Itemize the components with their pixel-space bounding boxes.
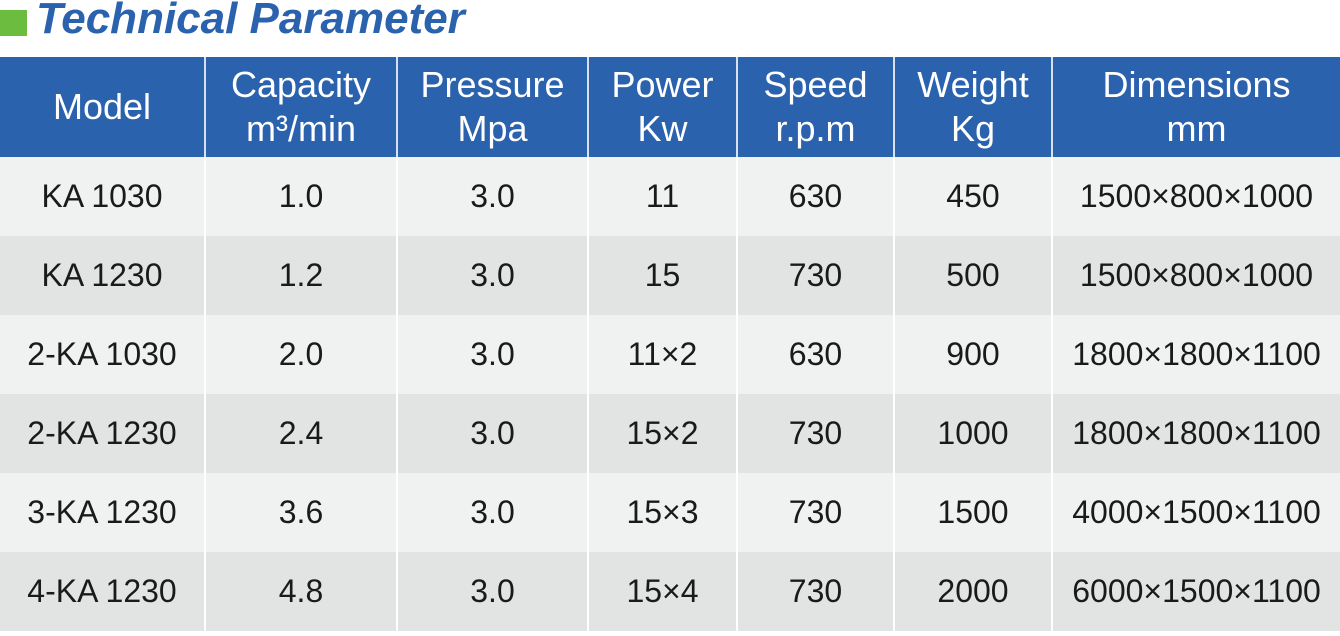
table-cell: 4000×1500×1100 [1051,473,1340,552]
header-line: Model [52,86,152,127]
table-cell: 730 [736,394,894,473]
header-line: Speed [763,64,868,105]
table-cell: 11 [587,157,737,236]
table-cell: 1.2 [204,236,397,315]
table-cell: 2000 [893,552,1052,631]
table-cell: 2-KA 1230 [0,394,205,473]
column-header: Pressure Mpa [396,57,588,157]
table-cell: 630 [736,315,894,394]
table-cell: 500 [893,236,1052,315]
header-line: Pressure [420,64,565,105]
header-line: m³/min [246,108,356,149]
table-cell: 2-KA 1030 [0,315,205,394]
table-cell: 4.8 [204,552,397,631]
column-header: Weight Kg [893,57,1052,157]
table-cell: 1800×1800×1100 [1051,394,1340,473]
table-cell: 1000 [893,394,1052,473]
table-cell: 630 [736,157,894,236]
table-cell: 1500 [893,473,1052,552]
table-cell: 3.0 [396,157,588,236]
table-cell: 4-KA 1230 [0,552,205,631]
table-cell: 900 [893,315,1052,394]
table-cell: 3.0 [396,315,588,394]
table-cell: KA 1230 [0,236,205,315]
table-row: KA 1030 1.0 3.0 11 630 450 1500×800×1000 [0,157,1340,236]
column-header: Speed r.p.m [736,57,894,157]
table-cell: 1800×1800×1100 [1051,315,1340,394]
table-cell: 6000×1500×1100 [1051,552,1340,631]
header-line: r.p.m [775,108,856,149]
table-cell: 15×4 [587,552,737,631]
table-cell: 1500×800×1000 [1051,157,1340,236]
table-cell: 730 [736,473,894,552]
green-square-icon [0,10,27,36]
column-header: Model [0,57,205,157]
table-cell: 1500×800×1000 [1051,236,1340,315]
table-cell: 3.0 [396,473,588,552]
header-line: Dimensions [1102,64,1291,105]
table-cell: 3.0 [396,552,588,631]
table-cell: 730 [736,552,894,631]
table-cell: 15 [587,236,737,315]
header-line: Mpa [457,108,528,149]
table-cell: 2.4 [204,394,397,473]
column-header: Capacity m³/min [204,57,397,157]
header-line: Kw [637,108,688,149]
header-line: Power [611,64,714,105]
table-cell: 11×2 [587,315,737,394]
column-header: Dimensions mm [1051,57,1340,157]
header-row: Model Capacity m³/min Pressure Mpa Power Kw Spe… [0,57,1340,157]
header-line: Kg [950,108,996,149]
table-cell: 3.6 [204,473,397,552]
table-row: 2-KA 1230 2.4 3.0 15×2 730 1000 1800×1800×1100 [0,394,1340,473]
table-cell: 2.0 [204,315,397,394]
header-line: mm [1166,108,1227,149]
table-cell: 15×3 [587,473,737,552]
table-cell: 3.0 [396,394,588,473]
table-cell: 15×2 [587,394,737,473]
table-row: 4-KA 1230 4.8 3.0 15×4 730 2000 6000×1500×1100 [0,552,1340,631]
table-cell: 1.0 [204,157,397,236]
table-cell: 3-KA 1230 [0,473,205,552]
header-line: Capacity [230,64,372,105]
header-line: Weight [917,64,1029,105]
table-cell: KA 1030 [0,157,205,236]
table-row: 2-KA 1030 2.0 3.0 11×2 630 900 1800×1800×1100 [0,315,1340,394]
title-text: Technical Parameter [36,0,465,43]
table-row: 3-KA 1230 3.6 3.0 15×3 730 1500 4000×1500×1100 [0,473,1340,552]
table-cell: 450 [893,157,1052,236]
table-cell: 3.0 [396,236,588,315]
table-row: KA 1230 1.2 3.0 15 730 500 1500×800×1000 [0,236,1340,315]
table-cell: 730 [736,236,894,315]
column-header: Power Kw [587,57,737,157]
parameter-table: Model Capacity m³/min Pressure Mpa Power Kw Spe… [0,57,1340,631]
